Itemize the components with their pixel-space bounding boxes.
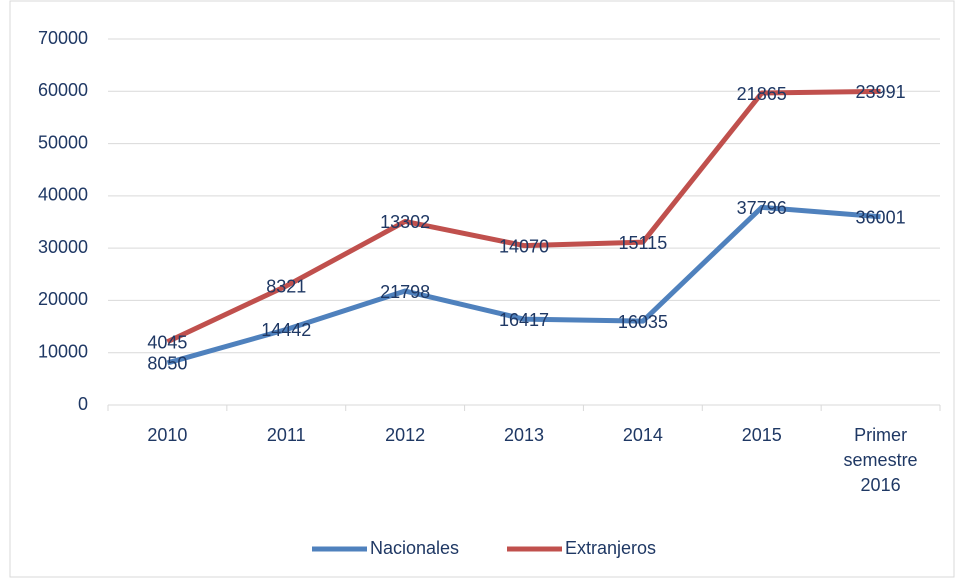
x-tick-label: 2014	[623, 425, 663, 445]
x-tick-label: 2010	[147, 425, 187, 445]
data-label: 14070	[499, 236, 549, 256]
y-tick-label: 40000	[38, 185, 88, 205]
data-label: 15115	[618, 233, 667, 253]
legend-label: Extranjeros	[565, 538, 656, 558]
data-label: 37796	[737, 198, 787, 218]
data-label: 23991	[856, 82, 906, 102]
y-tick-label: 30000	[38, 237, 88, 257]
data-label: 21798	[380, 282, 430, 302]
data-label: 16035	[618, 312, 668, 332]
data-label: 4045	[147, 333, 187, 353]
data-label: 36001	[856, 208, 906, 228]
data-label: 13302	[380, 212, 430, 232]
x-tick-label: 2012	[385, 425, 425, 445]
y-tick-label: 10000	[38, 341, 88, 361]
y-tick-label: 70000	[38, 28, 88, 48]
x-tick-label: 2013	[504, 425, 544, 445]
data-label: 14442	[261, 320, 311, 340]
data-label: 16417	[499, 310, 549, 330]
x-tick-label: Primer semestre 2016	[844, 425, 918, 495]
chart-frame	[9, 0, 955, 578]
y-tick-label: 20000	[38, 289, 88, 309]
y-tick-label: 0	[78, 394, 88, 414]
line-series	[166, 204, 881, 366]
data-label: 8321	[266, 277, 306, 297]
x-tick-label: 2011	[267, 425, 306, 445]
data-label: 8050	[147, 354, 187, 374]
legend-label: Nacionales	[370, 538, 459, 558]
x-tick-label: 2015	[742, 425, 782, 445]
y-tick-label: 60000	[38, 80, 88, 100]
line-series	[166, 88, 881, 345]
y-tick-label: 50000	[38, 132, 88, 152]
data-label: 21865	[737, 84, 787, 104]
